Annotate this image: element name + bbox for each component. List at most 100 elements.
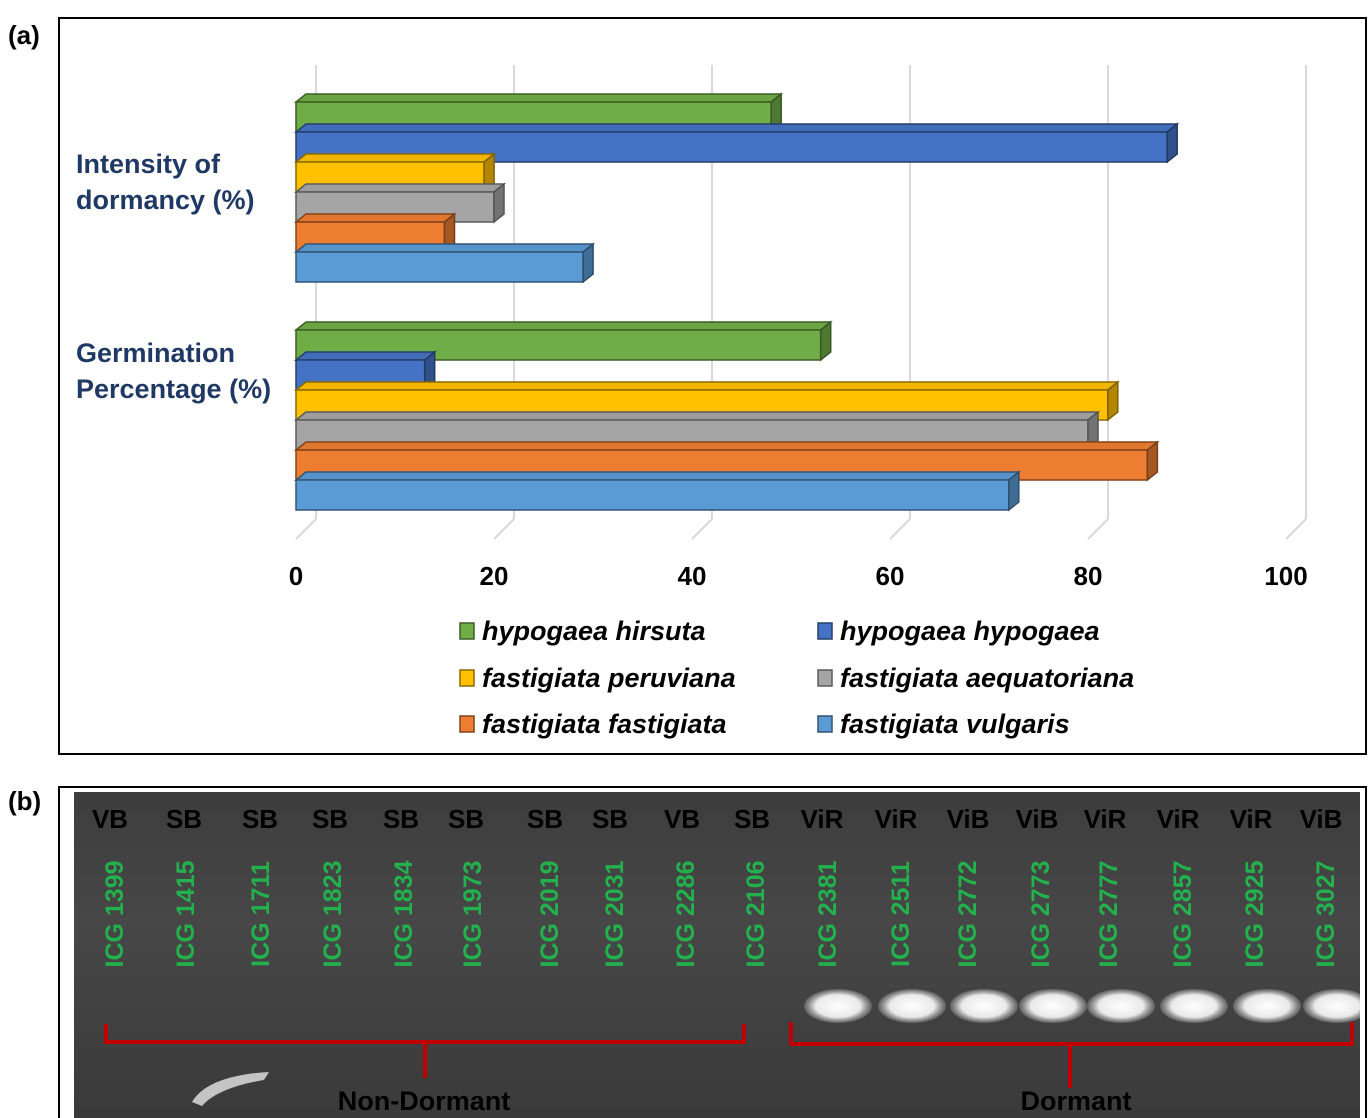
lane-type-label: VB [664,804,700,834]
bar-top-face [293,123,1180,133]
x-tick-label: 0 [289,561,303,591]
lane-id-label: ICG 2286 [672,860,700,967]
gridline-floor [493,518,515,540]
legend-item: fastigiata aequatoriana [817,663,1134,693]
legend-swatch [459,715,475,733]
lane-id-label: ICG 1711 [247,861,275,967]
lane-type-label: SB [383,804,419,834]
lane-id-label: ICG 1823 [319,860,347,967]
lane-id-label: ICG 2106 [742,860,770,967]
bar-top-face [293,351,437,361]
legend-item: fastigiata peruviana [459,663,736,693]
category-label: Intensity of [76,149,221,179]
bar-front-face [295,251,584,283]
gel-lane: VB ICG 2286 [664,804,700,968]
lane-type-label: SB [242,804,278,834]
gel-lane: SB ICG 1834 [383,804,419,968]
gridline-floor [691,518,713,540]
gridline-floor [889,518,911,540]
group-label-dormant: Dormant [1020,1086,1131,1116]
legend-label: fastigiata aequatoriana [840,663,1134,693]
lane-id-label: ICG 2031 [601,860,629,967]
bracket-line [789,1022,1354,1088]
bar-top-face [293,381,1120,391]
lane-type-label: ViR [1084,804,1127,834]
gel-lane: ViR ICG 2777 [1084,804,1155,1023]
dna-band [950,989,1018,1023]
legend-swatch [459,669,475,687]
x-tick-label: 40 [678,561,707,591]
category-label: Germination [76,338,235,368]
bar-top-face [293,153,497,163]
dna-band [1019,989,1087,1023]
x-tick-label: 100 [1264,561,1307,591]
category-label: Percentage (%) [76,374,271,404]
gel-lane: ViR ICG 2925 [1230,804,1301,1023]
legend-item: hypogaea hirsuta [459,616,706,646]
gel-lane: ViB ICG 2773 [1016,804,1087,1023]
lane-type-label: SB [527,804,563,834]
bar-top-face [293,243,596,253]
gel-lane: ViR ICG 2857 [1157,804,1228,1023]
panel-label-b: (b) [8,786,42,816]
lane-id-label: ICG 2772 [954,860,982,967]
legend-swatch [817,715,833,733]
bar-side-face [493,182,505,224]
bracket-line [104,1024,746,1078]
bar-side-face [1146,440,1159,482]
legend-item: fastigiata vulgaris [817,709,1070,739]
lane-id-label: ICG 3027 [1312,860,1340,967]
bar-top-face [293,321,833,331]
lane-type-label: ViB [1016,804,1059,834]
bar [293,470,1021,512]
dna-band [804,989,872,1023]
gel-lane: SB ICG 1711 [242,804,278,967]
bar-side-face [582,242,594,284]
lane-type-label: ViR [1157,804,1200,834]
legend-label: fastigiata fastigiata [482,709,727,739]
bar-side-face [819,320,832,362]
gel-artifact [192,1072,269,1106]
legend-item: hypogaea hypogaea [817,616,1100,646]
bar-side-face [1008,470,1020,512]
lane-type-label: SB [592,804,628,834]
bar-front-face [295,479,1010,511]
bar [293,242,596,284]
gridline-floor [1087,518,1109,540]
bar-top-face [293,183,507,193]
category-label: dormancy (%) [76,185,255,215]
bracket-dormant [789,1022,1354,1088]
legend-swatch [817,669,833,687]
legend-label: hypogaea hypogaea [840,616,1100,646]
dna-band [1160,989,1228,1023]
lane-type-label: SB [166,804,202,834]
lane-type-label: ViB [947,804,990,834]
gridline-floor [1285,518,1307,540]
gel-lane: SB ICG 1973 [448,804,487,968]
gel-lane: SB ICG 2019 [527,804,564,968]
x-tick-label: 60 [876,561,905,591]
lane-type-label: SB [312,804,348,834]
legend-label: hypogaea hirsuta [482,616,706,646]
legend-label: fastigiata vulgaris [840,709,1070,739]
bar-side-face [1107,380,1119,422]
gel-image: VB ICG 1399 SB ICG 1415 SB ICG 1711 SB ICG 1823… [74,792,1360,1118]
legend-swatch [817,622,833,640]
x-tick-label: 80 [1074,561,1103,591]
gel-lane: ViR ICG 2381 [801,804,872,1023]
bar-top-face [293,213,457,223]
gel-lane: SB ICG 2106 [734,804,770,968]
group-label-non-dormant: Non-Dormant [338,1086,510,1116]
bar-chart-panel: 0 20 40 60 80 100 Intensity of dormancy (%) Germ… [58,17,1367,755]
bar-top-face [293,93,784,103]
lane-id-label: ICG 2773 [1027,860,1055,967]
dna-band [1303,989,1360,1023]
lane-id-label: ICG 1415 [172,860,200,967]
gel-lane: VB ICG 1399 [92,804,129,968]
lane-type-label: VB [92,804,128,834]
gel-lane: ViB ICG 2772 [947,804,1018,1023]
x-tick-label: 20 [480,561,509,591]
legend-item: fastigiata fastigiata [459,709,727,739]
panel-label-a: (a) [8,20,40,50]
lane-type-label: SB [734,804,770,834]
